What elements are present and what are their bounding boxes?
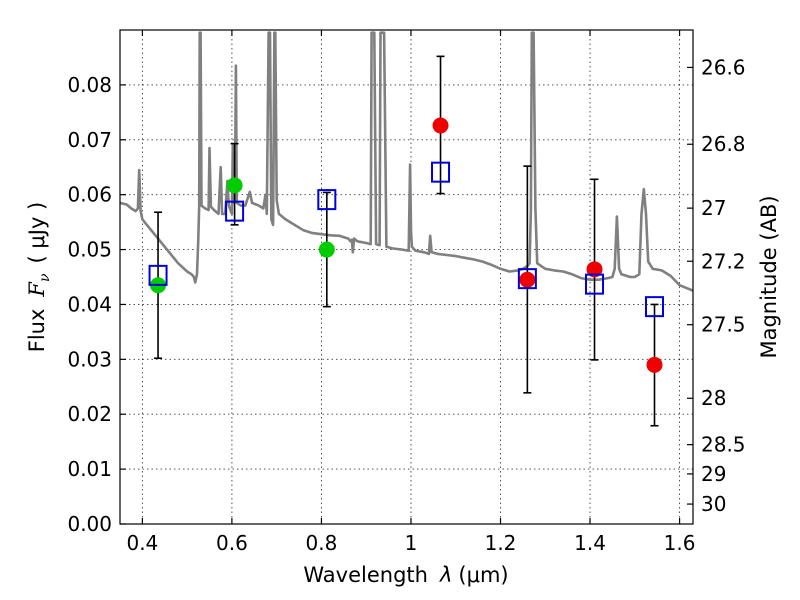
error-bars — [154, 55, 659, 427]
y-tick-label: 0.06 — [67, 183, 112, 207]
y-tick-label: 0.04 — [67, 292, 112, 316]
y-tick-label: 0.00 — [67, 512, 112, 536]
ticks: 0.4 0.6 0.8 1 1.2 1.4 1.6 0.00 0.01 0.02 0.03 0.04 0… — [67, 30, 746, 555]
y-tick-label: 0.03 — [67, 347, 112, 371]
magnitude-axis-label: Magnitude (AB) — [757, 195, 781, 358]
observed-flux-point — [519, 271, 536, 288]
magnitude-tick-label: 27.2 — [701, 249, 746, 273]
model-flux-box — [645, 296, 665, 318]
model-flux-box — [317, 189, 337, 211]
model-flux-box — [148, 264, 168, 286]
observed-flux-point — [432, 117, 449, 134]
model-flux-box — [585, 273, 605, 295]
model-flux-box — [225, 200, 245, 222]
observed-flux-point — [586, 261, 603, 278]
x-tick-label: 1.4 — [574, 531, 606, 555]
spectrum-layer — [120, 31, 693, 292]
x-axis-label: Wavelength λ (μm) — [303, 563, 508, 587]
observed-flux-point — [646, 356, 663, 373]
observed-flux-point — [226, 177, 243, 194]
model-flux-box — [431, 161, 451, 183]
plot-frame — [119, 29, 694, 525]
x-tick-label: 1.2 — [485, 531, 517, 555]
y-tick-label: 0.01 — [67, 457, 112, 481]
magnitude-tick-label: 29 — [701, 462, 726, 486]
y-axis-label: FluxFν( μJy ) — [25, 202, 53, 352]
magnitude-tick-label: 27.5 — [701, 313, 746, 337]
x-tick-label: 1 — [405, 531, 418, 555]
x-tick-label: 0.8 — [306, 531, 338, 555]
magnitude-tick-label: 26.6 — [701, 55, 746, 79]
magnitude-tick-label: 26.8 — [701, 132, 746, 156]
magnitude-tick-label: 30 — [701, 492, 726, 516]
magnitude-tick-label: 27 — [701, 196, 726, 220]
y-tick-label: 0.02 — [67, 402, 112, 426]
y-tick-label: 0.08 — [67, 73, 112, 97]
model-flux-boxes — [148, 161, 665, 318]
y-tick-label: 0.07 — [67, 128, 112, 152]
observed-points — [150, 117, 663, 373]
x-tick-label: 1.6 — [664, 531, 696, 555]
model-flux-box — [517, 268, 537, 290]
magnitude-tick-label: 28 — [701, 386, 726, 410]
model-spectrum-line — [120, 31, 693, 292]
observed-flux-point — [318, 241, 335, 258]
magnitude-tick-label: 28.5 — [701, 433, 746, 457]
y-tick-label: 0.05 — [67, 238, 112, 262]
x-tick-label: 0.4 — [126, 531, 158, 555]
x-tick-label: 0.6 — [216, 531, 248, 555]
